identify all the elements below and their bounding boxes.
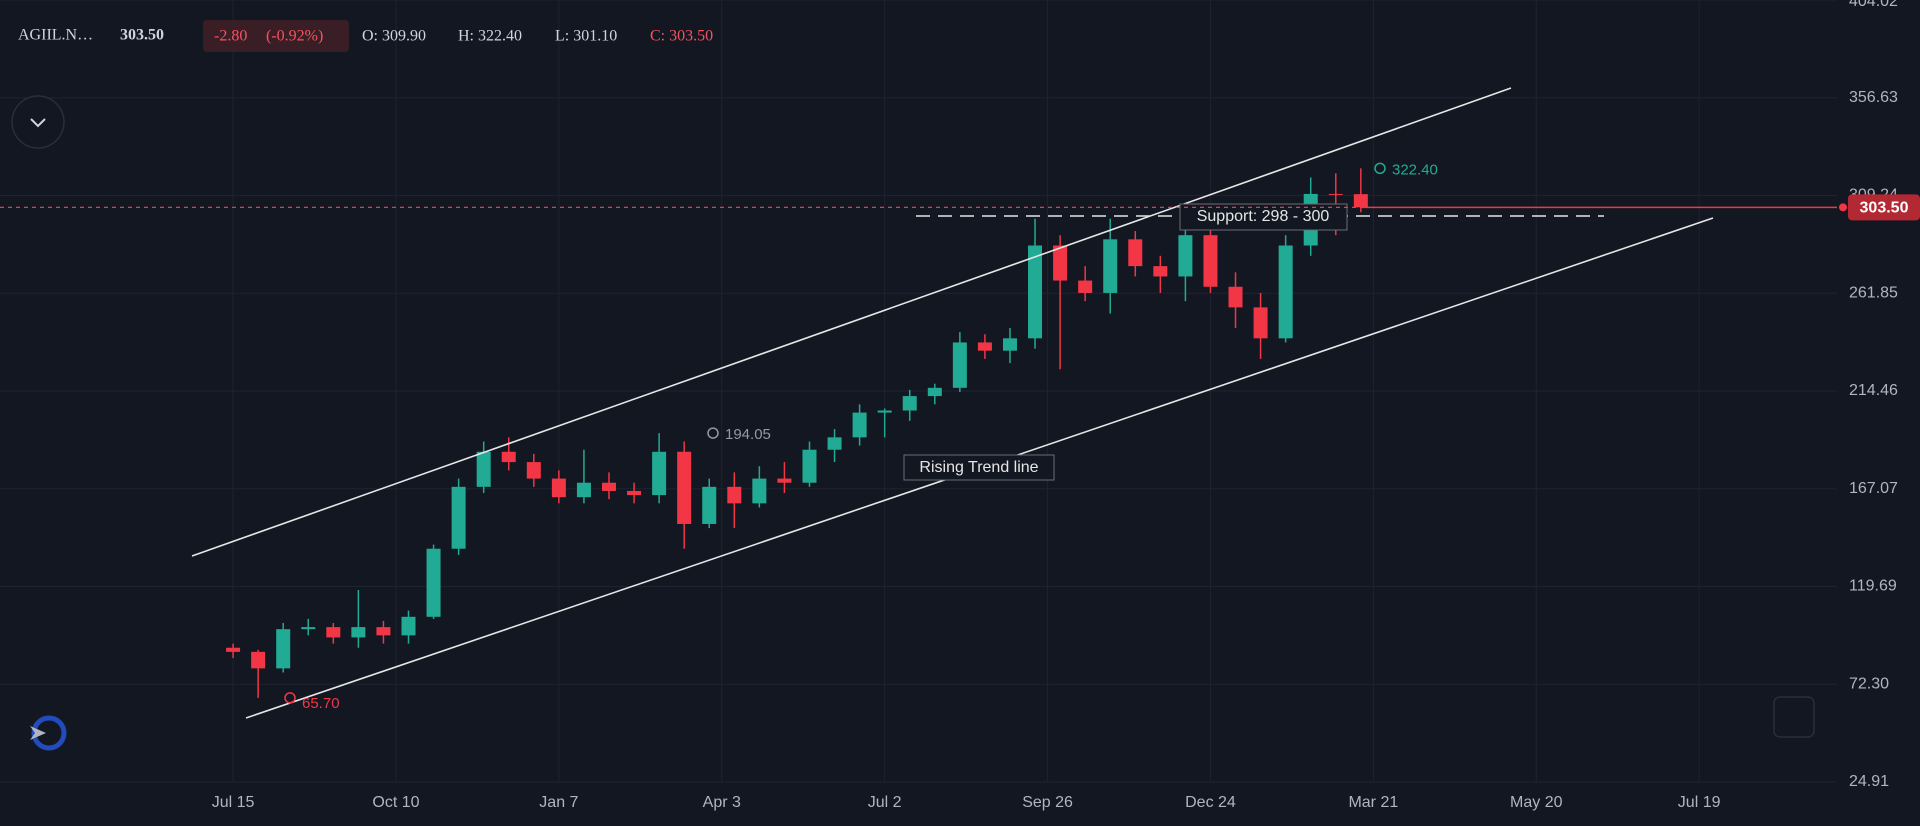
candle-body	[601, 482, 616, 491]
candle-body	[902, 396, 917, 411]
y-tick-label: 261.85	[1849, 284, 1898, 301]
candle-body	[376, 627, 391, 636]
collapse-button[interactable]	[11, 95, 65, 149]
candle-body	[276, 629, 291, 669]
candle-body	[1002, 338, 1017, 351]
change-pct: (-0.92%)	[266, 28, 323, 45]
candle-body	[677, 451, 692, 524]
y-tick-label: 167.07	[1849, 480, 1898, 497]
x-tick-label: Dec 24	[1185, 794, 1236, 811]
candle-body	[526, 462, 541, 479]
candle-body	[952, 342, 967, 388]
y-tick-label: 119.69	[1849, 578, 1897, 595]
candle-body	[1028, 245, 1043, 339]
low: L: 301.10	[555, 28, 617, 45]
change-box	[203, 20, 349, 52]
candle-body	[1328, 193, 1343, 195]
candle-body	[451, 486, 466, 549]
candle-body	[351, 627, 366, 638]
candle-body	[301, 627, 316, 630]
candle-body	[702, 486, 717, 524]
x-tick-label: Mar 21	[1348, 794, 1398, 811]
marker-label: 194.05	[725, 426, 771, 443]
candle-body	[1203, 235, 1218, 287]
candle-body	[877, 410, 892, 413]
candle-body	[852, 412, 867, 438]
candle-body	[226, 647, 241, 652]
upper-trend-line	[191, 87, 1512, 557]
y-tick-label: 72.30	[1849, 675, 1889, 692]
candle-body	[251, 651, 266, 669]
close: C: 303.50	[650, 28, 713, 45]
open: O: 309.90	[362, 28, 426, 45]
candle-body	[501, 451, 516, 463]
change: -2.80	[214, 28, 247, 45]
marker-label: 65.70	[302, 695, 340, 712]
candle-body	[1153, 266, 1168, 277]
candle-body	[652, 451, 667, 496]
x-tick-label: Jan 7	[539, 794, 578, 811]
symbol: AGIIL.N…	[18, 27, 93, 44]
candle-body	[426, 548, 441, 617]
x-tick-label: Sep 26	[1022, 794, 1073, 811]
support-label: Support: 298 - 300	[1197, 208, 1330, 225]
candle-body	[576, 482, 591, 498]
x-tick-label: Jul 2	[868, 794, 902, 811]
candle-body	[1353, 194, 1368, 208]
x-tick-label: May 20	[1510, 794, 1563, 811]
candle-body	[401, 616, 416, 636]
x-tick-label: Jul 15	[212, 794, 255, 811]
grid	[0, 0, 1837, 783]
candle-body	[627, 490, 642, 496]
y-tick-label: 404.02	[1849, 0, 1898, 10]
candle-body	[802, 449, 817, 483]
candle-body	[777, 478, 792, 483]
price-dot	[1839, 203, 1847, 212]
candle-body	[727, 486, 742, 504]
candle-body	[1278, 245, 1293, 339]
candle-body	[1053, 245, 1068, 281]
price-label-box	[1848, 194, 1920, 221]
candle-body	[1228, 286, 1243, 308]
candle-body	[1178, 235, 1193, 277]
y-tick-label: 214.46	[1849, 382, 1898, 399]
candle-body	[476, 451, 491, 487]
candle-body	[1128, 239, 1143, 267]
marker-label: 322.40	[1392, 161, 1438, 178]
logo[interactable]	[30, 715, 67, 751]
candle-body	[977, 342, 992, 351]
high: H: 322.40	[458, 28, 522, 45]
candle-body	[1103, 239, 1118, 293]
marker	[1374, 162, 1386, 175]
candle-body	[551, 478, 566, 498]
candle-body	[927, 387, 942, 397]
price-label: 303.50	[1860, 200, 1909, 217]
candle-body	[1253, 307, 1268, 339]
marker	[284, 692, 296, 704]
candle-body	[326, 627, 341, 638]
settings-button[interactable]	[1773, 696, 1815, 738]
support-label-box	[1179, 203, 1348, 231]
x-tick-label: Apr 3	[703, 794, 741, 811]
y-tick-label: 24.91	[1849, 773, 1889, 790]
trend-label-box	[903, 454, 1055, 481]
candle-body	[1078, 280, 1093, 293]
marker	[707, 427, 719, 439]
candle-body	[752, 478, 767, 504]
y-tick-label: 356.63	[1849, 89, 1898, 106]
x-tick-label: Oct 10	[372, 794, 419, 811]
candle-body	[827, 437, 842, 450]
x-tick-label: Jul 19	[1678, 794, 1721, 811]
trend-label: Rising Trend line	[919, 459, 1038, 476]
header-price: 303.50	[120, 27, 164, 44]
